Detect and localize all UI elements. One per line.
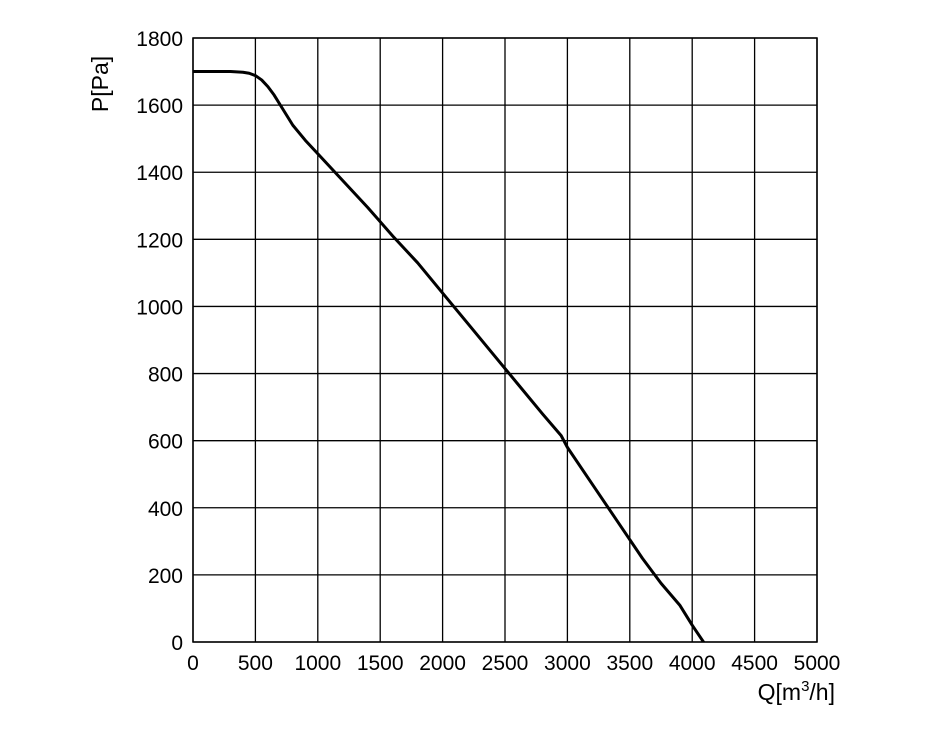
x-tick-label: 3000 (544, 652, 591, 675)
series-layer (193, 70, 706, 642)
x-tick-label: 4000 (669, 652, 716, 675)
x-tick-label: 0 (187, 652, 199, 675)
x-tick-label: 1000 (294, 652, 341, 675)
x-tick-label: 2000 (419, 652, 466, 675)
y-tick-label: 400 (148, 498, 183, 521)
y-tick-label: 1400 (136, 162, 183, 185)
series-line (193, 70, 706, 642)
y-tick-label: 0 (171, 632, 183, 655)
y-tick-label: 1000 (136, 296, 183, 319)
x-axis-label: Q[m3/h] (758, 678, 835, 705)
y-tick-label: 600 (148, 431, 183, 454)
x-tick-label: 5000 (794, 652, 841, 675)
x-tick-label: 1500 (357, 652, 404, 675)
x-axis-label-unit: /h] (809, 679, 835, 705)
y-tick-label: 1600 (136, 95, 183, 118)
y-axis-label: P[Pa] (87, 56, 113, 112)
x-tick-label: 2500 (482, 652, 529, 675)
y-tick-label: 200 (148, 565, 183, 588)
x-tick-label: 500 (238, 652, 273, 675)
plot-frame (192, 37, 818, 643)
x-axis-label-main: Q[m (758, 679, 801, 705)
y-tick-labels: 0 200 400 600 800 1000 1200 1400 1600 1800 (136, 28, 183, 655)
y-tick-label: 800 (148, 364, 183, 387)
x-tick-labels: 0 500 1000 1500 2000 2500 3000 3500 4000 4500 5000 (187, 652, 840, 675)
x-axis-label-superscript: 3 (801, 678, 809, 695)
x-tick-label: 3500 (606, 652, 653, 675)
x-tick-label: 4500 (731, 652, 778, 675)
grid (192, 37, 818, 643)
y-tick-label: 1800 (136, 28, 183, 51)
y-tick-label: 1200 (136, 229, 183, 252)
